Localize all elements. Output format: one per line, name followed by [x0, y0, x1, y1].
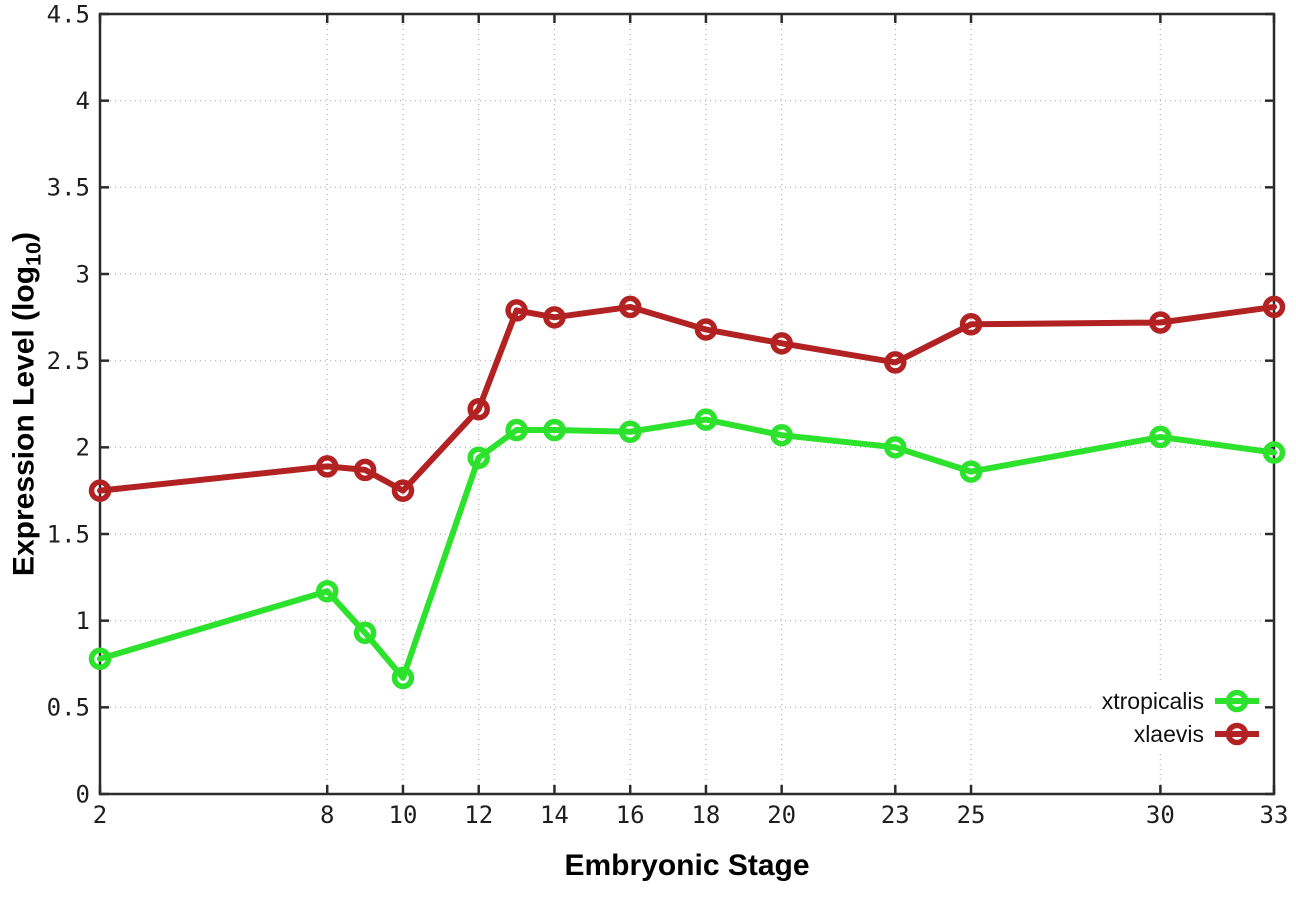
y-axis-title-text: Expression Level (log [7, 265, 41, 577]
legend-item-xtropicalis: xtropicalis [1102, 687, 1260, 715]
series-point-xlaevis [694, 318, 718, 341]
series-point-xlaevis [618, 295, 642, 319]
legend-marker-icon [1215, 689, 1259, 713]
y-tick-label: 0.5 [47, 694, 90, 722]
x-tick-label: 25 [957, 801, 986, 829]
plot-border [98, 12, 1276, 796]
y-tick-label: 1.5 [47, 520, 90, 548]
x-tick-label: 12 [464, 801, 493, 829]
x-tick-label: 2 [93, 801, 107, 829]
x-tick-label: 16 [616, 801, 645, 829]
x-tick-label: 33 [1260, 801, 1289, 829]
series-point-xlaevis [543, 306, 566, 329]
series-line-xtropicalis [97, 416, 1277, 681]
legend-label-xlaevis: xlaevis [1133, 721, 1204, 747]
series-point-xtropicalis [353, 621, 377, 645]
series-point-xtropicalis [505, 418, 528, 442]
series-point-xtropicalis [391, 666, 415, 690]
y-tick-label: 3 [76, 260, 90, 288]
series-point-xlaevis [959, 313, 983, 336]
series-point-xlaevis [770, 332, 793, 355]
y-tick-label: 3.5 [47, 174, 90, 202]
series-point-xtropicalis [959, 460, 983, 483]
legend-label-xtropicalis: xtropicalis [1101, 688, 1204, 714]
y-tick-label: 2.5 [47, 347, 90, 375]
series-point-xlaevis [505, 299, 528, 322]
series-point-xtropicalis [1149, 425, 1172, 449]
series-point-xlaevis [1149, 311, 1172, 334]
legend-marker-icon [1215, 722, 1259, 746]
x-tick-label: 18 [691, 801, 720, 829]
y-axis-title-subscript: 10 [20, 241, 46, 266]
x-tick-label: 20 [767, 801, 796, 829]
series-point-xtropicalis [315, 579, 339, 603]
series-point-xtropicalis [543, 418, 566, 442]
series-point-xlaevis [467, 397, 490, 421]
series-point-xtropicalis [884, 436, 907, 459]
x-tick-label: 14 [540, 801, 569, 829]
y-tick-label: 4 [76, 87, 90, 115]
series-point-xtropicalis [467, 446, 490, 469]
y-tick-label: 1 [76, 607, 90, 635]
x-tick-label: 23 [881, 801, 910, 829]
series-point-xtropicalis [694, 408, 718, 431]
y-axis-title-close: ) [7, 231, 41, 242]
series-point-xlaevis [391, 479, 415, 502]
y-axis-title: Expression Level (log10) [8, 232, 47, 576]
x-axis-title: Embryonic Stage [564, 849, 810, 882]
x-tick-label: 30 [1146, 801, 1175, 829]
x-tick-label: 10 [389, 801, 418, 829]
series-line-xlaevis [97, 303, 1277, 494]
series-point-xlaevis [88, 479, 112, 502]
series-point-xtropicalis [1262, 441, 1286, 464]
series-point-xtropicalis [618, 420, 642, 443]
series-point-xlaevis [884, 351, 907, 374]
y-tick-label: 4.5 [47, 0, 90, 28]
y-tick-label: 2 [76, 434, 90, 462]
x-tick-label: 8 [320, 801, 334, 829]
legend: xtropicalis xlaevis [1091, 682, 1262, 754]
series-point-xlaevis [353, 458, 377, 482]
y-tick-label: 0 [76, 780, 90, 808]
legend-item-xlaevis: xlaevis [1134, 720, 1260, 748]
series-point-xlaevis [1262, 295, 1286, 319]
series-point-xtropicalis [88, 647, 112, 671]
series-point-xtropicalis [770, 423, 793, 447]
series-point-xlaevis [315, 455, 339, 478]
